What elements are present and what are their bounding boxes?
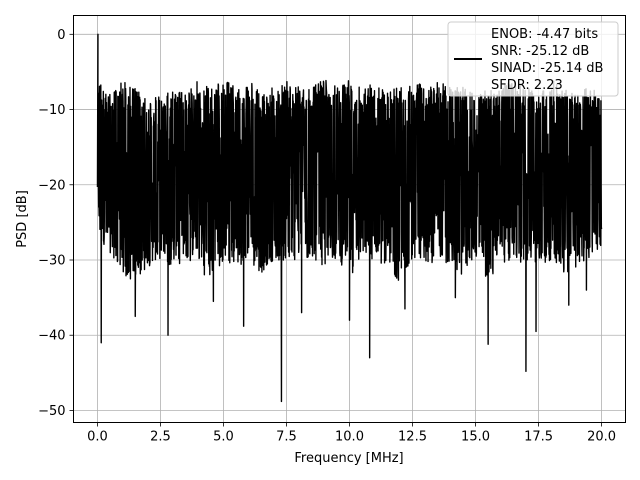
x-tick-label: 0.0: [87, 430, 108, 445]
x-tick-label: 10.0: [335, 430, 364, 445]
y-tick-label: −30: [38, 254, 65, 269]
x-tick-label: 20.0: [587, 430, 616, 445]
legend-sinad: SINAD: -25.14 dB: [491, 61, 603, 76]
legend-snr: SNR: -25.12 dB: [491, 44, 589, 59]
x-tick-label: 17.5: [524, 430, 553, 445]
y-tick-label: −20: [38, 178, 65, 193]
x-tick-label: 2.5: [150, 430, 171, 445]
legend-sfdr: SFDR: 2.23: [491, 78, 563, 93]
y-tick-label: −40: [38, 329, 65, 344]
y-axis-label: PSD [dB]: [15, 190, 30, 248]
y-tick-label: −50: [38, 404, 65, 419]
legend-box: [447, 21, 619, 97]
x-axis: 0.0 2.5 5.0 7.5 10.0 12.5 15.0 17.5 20.0: [87, 422, 616, 445]
x-tick-label: 7.5: [276, 430, 297, 445]
x-tick-label: 15.0: [461, 430, 490, 445]
y-tick-label: −10: [38, 103, 65, 118]
x-axis-label: Frequency [MHz]: [294, 451, 403, 466]
y-tick-label: 0: [57, 28, 65, 43]
x-tick-label: 12.5: [398, 430, 427, 445]
x-tick-label: 5.0: [213, 430, 234, 445]
y-axis: 0 −10 −20 −30 −40 −50: [38, 28, 74, 419]
legend: ENOB: -4.47 bits SNR: -25.12 dB SINAD: -…: [447, 21, 619, 97]
legend-enob: ENOB: -4.47 bits: [491, 27, 598, 42]
